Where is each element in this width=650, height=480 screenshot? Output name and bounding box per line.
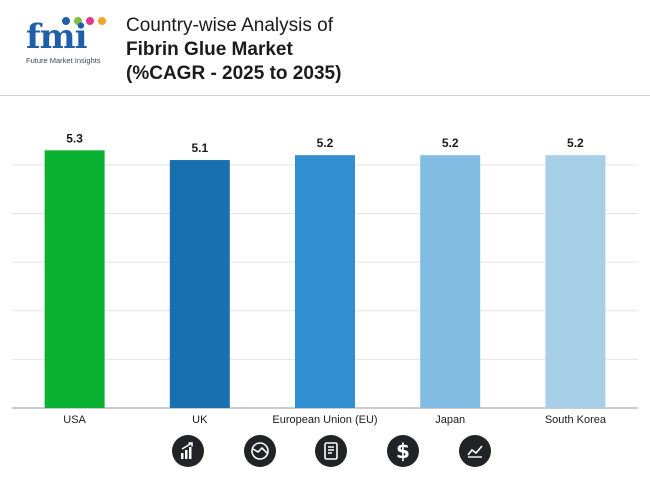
data-label: 5.2: [442, 136, 459, 150]
svg-text:$: $: [396, 439, 410, 463]
bar-chart: 5.3 USA 5.1 UK 5.2 European Union (EU) 5.2 Japa…: [12, 131, 638, 426]
data-label: 5.3: [66, 131, 83, 145]
header: fmi Future Market Insights Country-wise …: [0, 0, 650, 96]
data-label: 5.1: [191, 141, 208, 155]
header-divider: [0, 95, 650, 96]
footer-icons: $: [0, 430, 650, 480]
data-label: 5.2: [567, 136, 584, 150]
x-tick-label: UK: [192, 414, 208, 426]
title-line-3: (%CAGR - 2025 to 2035): [126, 63, 342, 84]
x-tick-label: South Korea: [545, 414, 607, 426]
globe-analysis-icon: [244, 435, 276, 467]
chart-title: Country-wise Analysis of Fibrin Glue Mar…: [126, 14, 341, 86]
data-label: 5.2: [317, 136, 334, 150]
x-tick-label: European Union (EU): [272, 414, 377, 426]
report-document-icon: [315, 435, 347, 467]
logo-dots: [62, 17, 106, 25]
x-tick-label: Japan: [435, 414, 465, 426]
logo-dot: [98, 17, 106, 25]
title-line-1: Country-wise Analysis of: [126, 15, 333, 36]
bar: [295, 155, 355, 408]
bar: [44, 150, 105, 408]
dollar-icon: $: [387, 435, 419, 467]
trend-line-icon: [459, 435, 491, 467]
logo-dot: [74, 17, 82, 25]
title-line-2: Fibrin Glue Market: [126, 39, 293, 60]
logo-dot: [86, 17, 94, 25]
logo-tagline: Future Market Insights: [26, 56, 101, 65]
fmi-logo: fmi Future Market Insights: [26, 14, 108, 65]
x-tick-label: USA: [63, 414, 86, 426]
bar: [420, 155, 481, 408]
logo-text: fmi: [26, 17, 88, 57]
bar: [545, 155, 606, 408]
bar: [169, 160, 230, 408]
bar-chart-growth-icon: [172, 435, 204, 467]
logo-dot: [62, 17, 70, 25]
